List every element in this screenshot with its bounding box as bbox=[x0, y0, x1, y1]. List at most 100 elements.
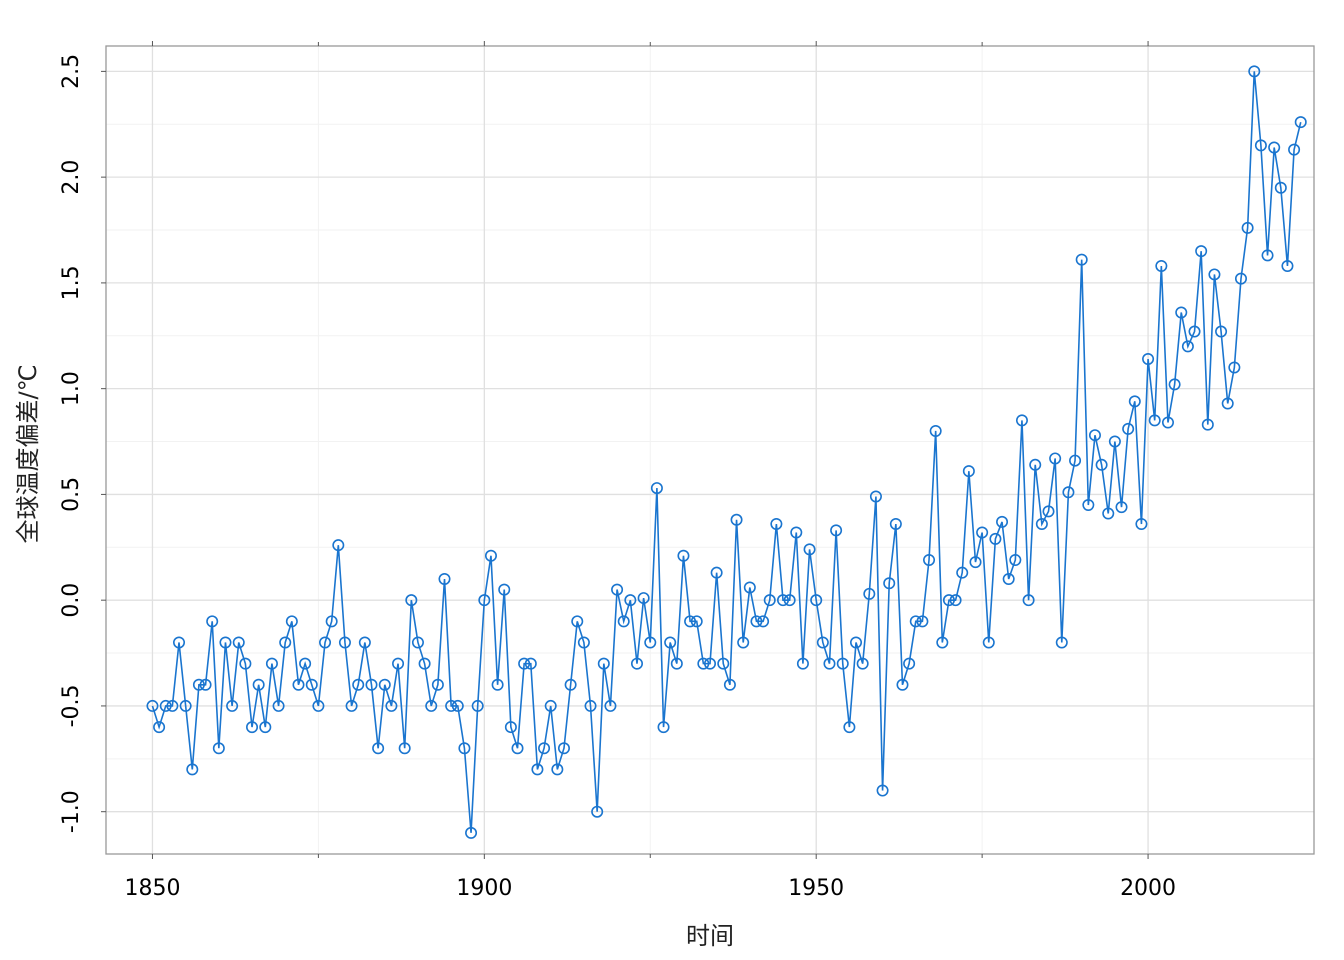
data-point bbox=[1015, 414, 1028, 427]
plot-panel-border bbox=[105, 45, 1315, 855]
data-point bbox=[246, 721, 259, 734]
data-point bbox=[850, 636, 863, 649]
data-point bbox=[544, 699, 557, 712]
data-point bbox=[173, 636, 186, 649]
data-point bbox=[664, 636, 677, 649]
data-point bbox=[929, 424, 942, 437]
data-point bbox=[1002, 573, 1015, 586]
data-point bbox=[392, 657, 405, 670]
data-point bbox=[1248, 65, 1261, 78]
data-point bbox=[398, 742, 411, 755]
data-point bbox=[1088, 429, 1101, 442]
data-point bbox=[591, 805, 604, 818]
y-axis-title: 全球温度偏差/℃ bbox=[14, 364, 42, 543]
data-point bbox=[518, 657, 531, 670]
x-tick-label: 2000 bbox=[1120, 876, 1176, 901]
x-tick-label: 1900 bbox=[456, 876, 512, 901]
data-point bbox=[644, 636, 657, 649]
data-point bbox=[604, 699, 617, 712]
data-point bbox=[1095, 458, 1108, 471]
data-point bbox=[272, 699, 285, 712]
y-axis-tick-labels: -1.0 -0.5 0.0 0.5 1.0 1.5 2.0 2.5 bbox=[59, 54, 84, 833]
data-point bbox=[770, 518, 783, 531]
data-point bbox=[1135, 518, 1148, 531]
data-point bbox=[405, 594, 418, 607]
data-point bbox=[869, 490, 882, 503]
data-point bbox=[710, 566, 723, 579]
data-point bbox=[883, 577, 896, 590]
data-point bbox=[1221, 397, 1234, 410]
data-point bbox=[763, 594, 776, 607]
data-point bbox=[159, 699, 172, 712]
data-point bbox=[796, 657, 809, 670]
data-point bbox=[1055, 636, 1068, 649]
data-point bbox=[378, 678, 391, 691]
data-point bbox=[166, 699, 179, 712]
series-line bbox=[151, 71, 1302, 833]
data-point bbox=[1181, 340, 1194, 353]
data-point bbox=[358, 636, 371, 649]
data-point bbox=[445, 699, 458, 712]
data-point bbox=[551, 763, 564, 776]
data-point bbox=[199, 678, 212, 691]
data-point bbox=[1108, 435, 1121, 448]
data-point bbox=[1234, 272, 1247, 285]
data-point bbox=[385, 699, 398, 712]
data-point bbox=[1228, 361, 1241, 374]
data-point bbox=[996, 515, 1009, 528]
data-point bbox=[1075, 253, 1088, 266]
data-point bbox=[677, 549, 690, 562]
data-point bbox=[1268, 141, 1281, 154]
data-point bbox=[1161, 416, 1174, 429]
data-point bbox=[876, 784, 889, 797]
data-point bbox=[372, 742, 385, 755]
data-point bbox=[1215, 325, 1228, 338]
data-point bbox=[1148, 414, 1161, 427]
grid-lines bbox=[106, 46, 1314, 854]
data-point bbox=[916, 615, 929, 628]
y-tick-label: -0.5 bbox=[59, 684, 84, 727]
data-point bbox=[856, 657, 869, 670]
data-point bbox=[252, 678, 265, 691]
y-tick-label: 2.0 bbox=[59, 160, 84, 195]
data-point bbox=[976, 526, 989, 539]
data-point bbox=[438, 573, 451, 586]
data-point bbox=[498, 583, 511, 596]
data-point bbox=[1142, 353, 1155, 366]
data-point bbox=[617, 615, 630, 628]
y-tick-label: 0.0 bbox=[59, 583, 84, 618]
data-point bbox=[889, 518, 902, 531]
data-point bbox=[319, 636, 332, 649]
data-point bbox=[186, 763, 199, 776]
data-point bbox=[1288, 143, 1301, 156]
y-tick-label: 2.5 bbox=[59, 54, 84, 89]
data-point bbox=[1261, 249, 1274, 262]
data-point bbox=[830, 524, 843, 537]
data-point bbox=[730, 513, 743, 526]
x-tick-label: 1950 bbox=[788, 876, 844, 901]
data-point bbox=[1009, 553, 1022, 566]
data-points bbox=[146, 65, 1307, 839]
data-point bbox=[777, 594, 790, 607]
data-point bbox=[1208, 268, 1221, 281]
data-point bbox=[723, 678, 736, 691]
data-point bbox=[332, 539, 345, 552]
data-point bbox=[411, 636, 424, 649]
data-point bbox=[1274, 181, 1287, 194]
data-point bbox=[365, 678, 378, 691]
data-point bbox=[949, 594, 962, 607]
data-point bbox=[810, 594, 823, 607]
data-point bbox=[1175, 306, 1188, 319]
data-point bbox=[650, 482, 663, 495]
data-point bbox=[1201, 418, 1214, 431]
data-point bbox=[458, 742, 471, 755]
data-point bbox=[451, 699, 464, 712]
data-point bbox=[803, 543, 816, 556]
data-point bbox=[684, 615, 697, 628]
data-point bbox=[823, 657, 836, 670]
data-point bbox=[577, 636, 590, 649]
y-tick-label: 1.0 bbox=[59, 371, 84, 406]
data-point bbox=[465, 826, 478, 839]
